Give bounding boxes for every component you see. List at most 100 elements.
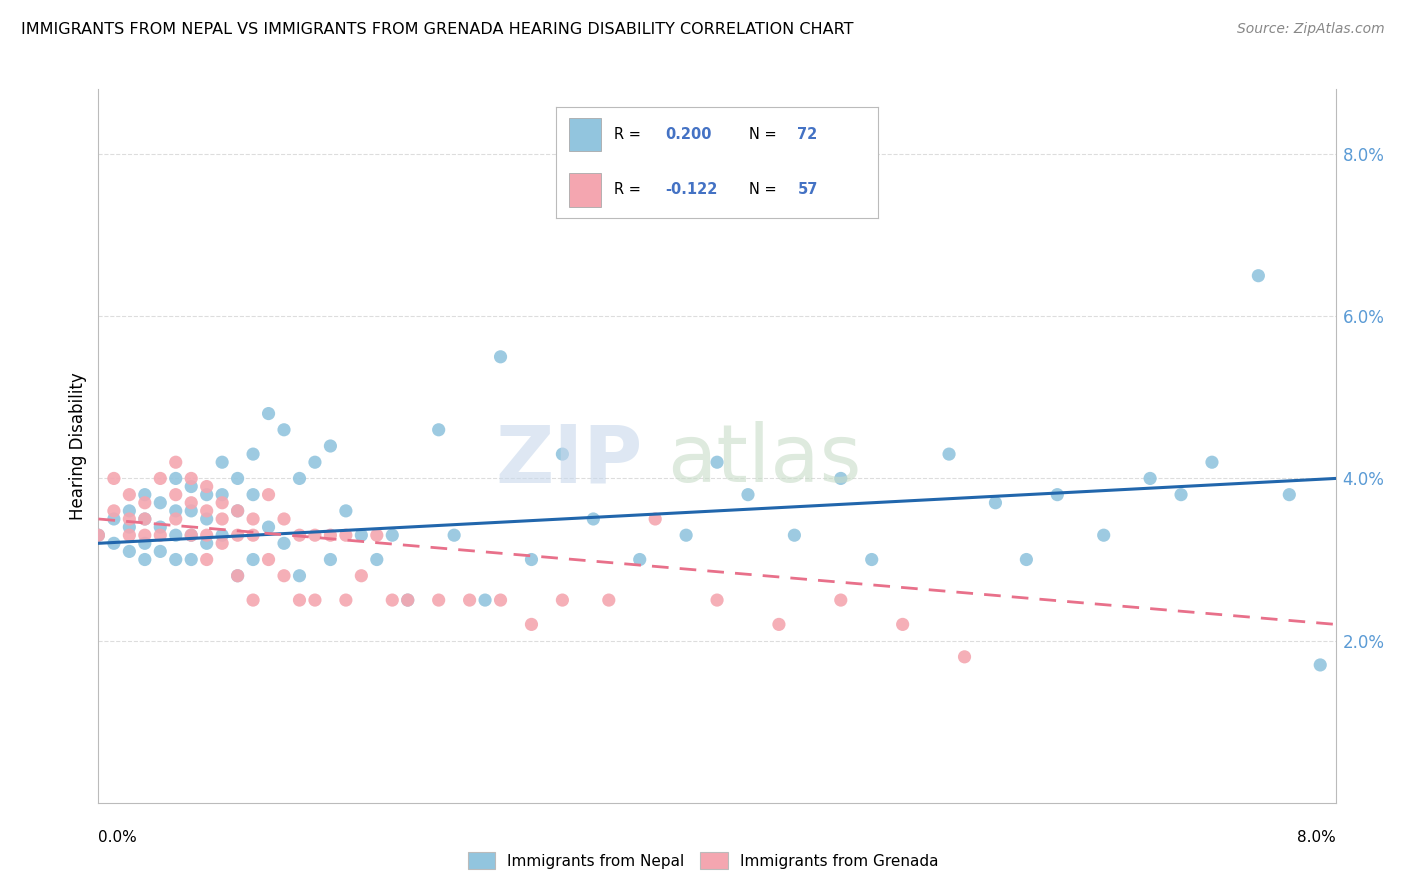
Text: 0.0%: 0.0% bbox=[98, 830, 138, 845]
Point bbox=[149, 544, 172, 558]
Point bbox=[273, 423, 295, 437]
Point bbox=[1046, 488, 1069, 502]
Point bbox=[319, 439, 342, 453]
Point bbox=[211, 455, 233, 469]
Point bbox=[381, 593, 404, 607]
Point bbox=[304, 528, 326, 542]
Point bbox=[180, 552, 202, 566]
Point bbox=[257, 520, 280, 534]
Point bbox=[474, 593, 496, 607]
Point bbox=[350, 568, 373, 582]
Point bbox=[195, 552, 218, 566]
Point bbox=[211, 488, 233, 502]
Point bbox=[1309, 657, 1331, 672]
Point bbox=[134, 512, 156, 526]
Point bbox=[628, 552, 651, 566]
Point bbox=[242, 512, 264, 526]
Point bbox=[242, 447, 264, 461]
Point bbox=[551, 447, 574, 461]
Point bbox=[706, 455, 728, 469]
Point bbox=[366, 528, 388, 542]
Point bbox=[953, 649, 976, 664]
Point bbox=[396, 593, 419, 607]
Point bbox=[830, 593, 852, 607]
Text: atlas: atlas bbox=[668, 421, 862, 500]
Point bbox=[211, 496, 233, 510]
Point bbox=[489, 350, 512, 364]
Point bbox=[134, 552, 156, 566]
Point bbox=[118, 528, 141, 542]
Point bbox=[427, 423, 450, 437]
Point bbox=[118, 488, 141, 502]
Point bbox=[381, 528, 404, 542]
Point bbox=[427, 593, 450, 607]
Point bbox=[226, 568, 249, 582]
Point bbox=[257, 488, 280, 502]
Point bbox=[195, 512, 218, 526]
Point bbox=[768, 617, 790, 632]
Point bbox=[1247, 268, 1270, 283]
Point bbox=[149, 471, 172, 485]
Point bbox=[242, 593, 264, 607]
Legend: Immigrants from Nepal, Immigrants from Grenada: Immigrants from Nepal, Immigrants from G… bbox=[461, 846, 945, 875]
Point bbox=[211, 536, 233, 550]
Point bbox=[149, 520, 172, 534]
Point bbox=[226, 504, 249, 518]
Point bbox=[134, 496, 156, 510]
Point bbox=[195, 528, 218, 542]
Point bbox=[257, 552, 280, 566]
Point bbox=[273, 512, 295, 526]
Point bbox=[103, 471, 125, 485]
Point bbox=[644, 512, 666, 526]
Point bbox=[180, 496, 202, 510]
Point bbox=[103, 536, 125, 550]
Point bbox=[118, 504, 141, 518]
Point bbox=[103, 512, 125, 526]
Point bbox=[195, 504, 218, 518]
Point bbox=[87, 528, 110, 542]
Point bbox=[118, 512, 141, 526]
Point bbox=[165, 471, 187, 485]
Y-axis label: Hearing Disability: Hearing Disability bbox=[69, 372, 87, 520]
Point bbox=[319, 528, 342, 542]
Point bbox=[134, 536, 156, 550]
Point bbox=[195, 479, 218, 493]
Point bbox=[226, 568, 249, 582]
Point bbox=[134, 528, 156, 542]
Point bbox=[304, 455, 326, 469]
Point bbox=[1201, 455, 1223, 469]
Text: ZIP: ZIP bbox=[495, 421, 643, 500]
Point bbox=[520, 617, 543, 632]
Point bbox=[319, 552, 342, 566]
Text: 8.0%: 8.0% bbox=[1296, 830, 1336, 845]
Point bbox=[195, 488, 218, 502]
Point bbox=[195, 536, 218, 550]
Point bbox=[165, 455, 187, 469]
Text: Source: ZipAtlas.com: Source: ZipAtlas.com bbox=[1237, 22, 1385, 37]
Point bbox=[520, 552, 543, 566]
Point bbox=[149, 528, 172, 542]
Point bbox=[984, 496, 1007, 510]
Point bbox=[830, 471, 852, 485]
Point bbox=[180, 528, 202, 542]
Point bbox=[242, 528, 264, 542]
Point bbox=[273, 568, 295, 582]
Point bbox=[211, 528, 233, 542]
Point bbox=[165, 528, 187, 542]
Point bbox=[149, 496, 172, 510]
Point bbox=[783, 528, 806, 542]
Point bbox=[288, 471, 311, 485]
Point bbox=[675, 528, 697, 542]
Point bbox=[180, 504, 202, 518]
Point bbox=[87, 528, 110, 542]
Point bbox=[860, 552, 883, 566]
Point bbox=[134, 512, 156, 526]
Point bbox=[1092, 528, 1115, 542]
Point bbox=[582, 512, 605, 526]
Point bbox=[165, 552, 187, 566]
Point bbox=[335, 528, 357, 542]
Point bbox=[288, 528, 311, 542]
Point bbox=[226, 528, 249, 542]
Point bbox=[288, 593, 311, 607]
Text: IMMIGRANTS FROM NEPAL VS IMMIGRANTS FROM GRENADA HEARING DISABILITY CORRELATION : IMMIGRANTS FROM NEPAL VS IMMIGRANTS FROM… bbox=[21, 22, 853, 37]
